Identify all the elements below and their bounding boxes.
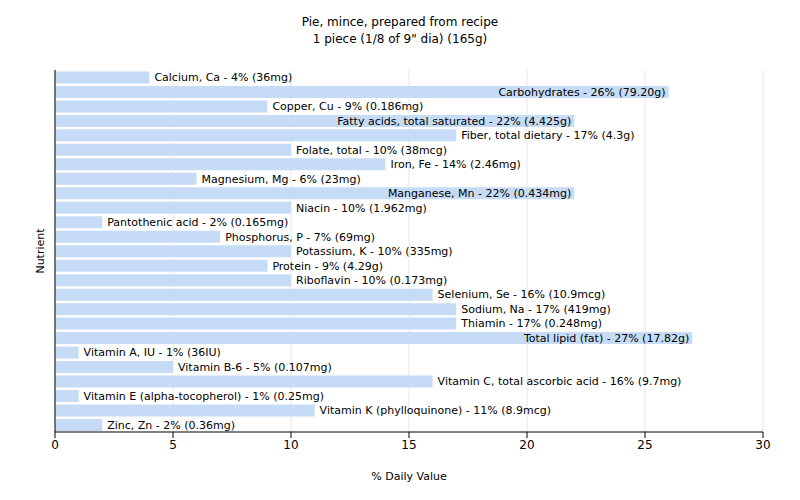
svg-text:Magnesium, Mg - 6% (23mg): Magnesium, Mg - 6% (23mg) [202,173,361,186]
svg-text:Fatty acids, total saturated -: Fatty acids, total saturated - 22% (4.42… [337,115,571,128]
svg-text:Vitamin E (alpha-tocopherol) -: Vitamin E (alpha-tocopherol) - 1% (0.25m… [84,390,324,403]
svg-text:% Daily Value: % Daily Value [371,470,447,483]
svg-text:Selenium, Se - 16% (10.9mcg): Selenium, Se - 16% (10.9mcg) [438,288,606,301]
svg-text:Thiamin - 17% (0.248mg): Thiamin - 17% (0.248mg) [460,317,602,330]
svg-text:Phosphorus, P - 7% (69mg): Phosphorus, P - 7% (69mg) [225,231,375,244]
svg-text:Vitamin A, IU - 1% (36IU): Vitamin A, IU - 1% (36IU) [84,346,221,359]
svg-text:0: 0 [51,438,59,452]
svg-text:Iron, Fe - 14% (2.46mg): Iron, Fe - 14% (2.46mg) [390,158,520,171]
html-text:1 piece (1/8 of 9" dia) (165g): 1 piece (1/8 of 9" dia) (165g) [312,32,488,46]
svg-text:Nutrient: Nutrient [34,228,47,274]
svg-text:Potassium, K - 10% (335mg): Potassium, K - 10% (335mg) [296,245,453,258]
html-text:Pie, mince, prepared from reci: Pie, mince, prepared from recipe [301,15,499,29]
svg-text:Vitamin K (phylloquinone) - 11: Vitamin K (phylloquinone) - 11% (8.9mcg) [320,404,551,417]
svg-text:Vitamin B-6 - 5% (0.107mg): Vitamin B-6 - 5% (0.107mg) [178,361,332,374]
svg-text:Calcium, Ca - 4% (36mg): Calcium, Ca - 4% (36mg) [154,71,292,84]
svg-text:Protein - 9% (4.29g): Protein - 9% (4.29g) [272,260,383,273]
svg-text:Folate, total - 10% (38mcg): Folate, total - 10% (38mcg) [296,144,447,157]
svg-text:Sodium, Na - 17% (419mg): Sodium, Na - 17% (419mg) [461,303,611,316]
svg-text:10: 10 [283,438,298,452]
svg-text:Pantothenic acid - 2% (0.165mg: Pantothenic acid - 2% (0.165mg) [107,216,288,229]
svg-text:15: 15 [401,438,416,452]
svg-text:Riboflavin - 10% (0.173mg): Riboflavin - 10% (0.173mg) [296,274,447,287]
svg-text:20: 20 [519,438,534,452]
svg-text:5: 5 [169,438,177,452]
svg-text:Vitamin C, total ascorbic acid: Vitamin C, total ascorbic acid - 16% (9.… [438,375,682,388]
svg-text:Carbohydrates - 26% (79.20g): Carbohydrates - 26% (79.20g) [498,86,665,99]
svg-text:Fiber, total dietary - 17% (4.: Fiber, total dietary - 17% (4.3g) [461,129,634,142]
svg-text:Copper, Cu - 9% (0.186mg): Copper, Cu - 9% (0.186mg) [272,100,423,113]
svg-text:25: 25 [637,438,652,452]
svg-text:Niacin - 10% (1.962mg): Niacin - 10% (1.962mg) [296,202,427,215]
svg-text:Total lipid (fat) - 27% (17.82: Total lipid (fat) - 27% (17.82g) [523,332,689,345]
svg-text:Manganese, Mn - 22% (0.434mg): Manganese, Mn - 22% (0.434mg) [388,187,571,200]
svg-text:30: 30 [755,438,770,452]
svg-text:Zinc, Zn - 2% (0.36mg): Zinc, Zn - 2% (0.36mg) [107,419,235,432]
